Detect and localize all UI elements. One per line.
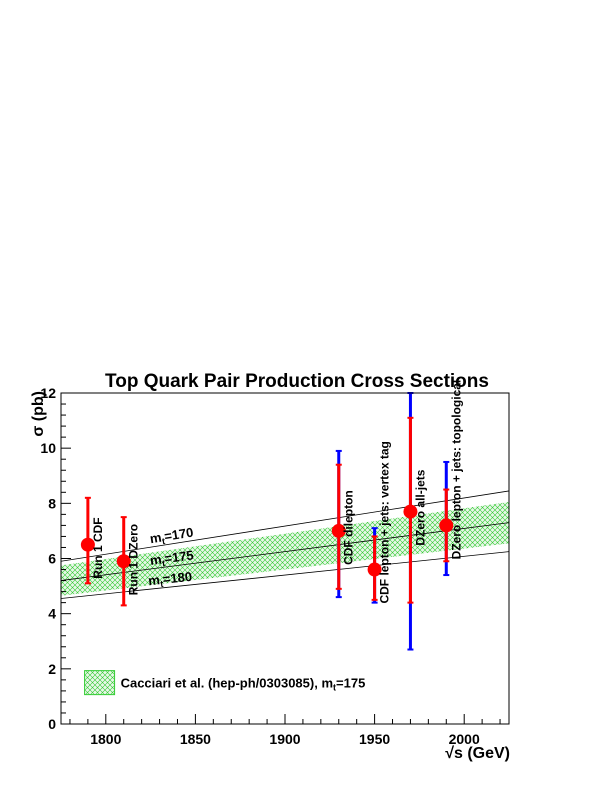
y-tick-label: 4 [48, 606, 56, 622]
y-tick-label: 8 [48, 495, 56, 511]
theory-line-label-2: mt=180 [148, 569, 193, 590]
point-label-2: CDF dilepton [342, 490, 356, 565]
x-tick-label: 2000 [449, 731, 480, 747]
y-tick-label: 12 [40, 385, 56, 401]
data-point-0 [80, 537, 95, 552]
chart-title: Top Quark Pair Production Cross Sections [105, 371, 489, 392]
theory-line-label-0: mt=170 [149, 525, 195, 549]
legend-entry: Cacciari et al. (hep-ph/0303085), mt=175 [121, 676, 366, 693]
data-point-3 [367, 562, 382, 577]
y-tick-label: 0 [48, 716, 56, 732]
y-tick-label: 2 [48, 661, 56, 677]
data-point-4 [403, 504, 418, 519]
x-axis-label: √s (GeV) [445, 745, 510, 762]
data-point-5 [439, 518, 454, 533]
data-point-1 [116, 554, 131, 569]
theory-line-0 [61, 490, 509, 562]
point-label-5: DZero lepton + jets: topological [449, 380, 463, 560]
data-point-2 [331, 523, 346, 538]
y-tick-label: 10 [40, 440, 56, 456]
y-tick-label: 6 [48, 551, 56, 567]
point-label-3: CDF lepton + jets: vertex tag [378, 441, 392, 603]
theory-line-label-1: mt=175 [149, 547, 195, 569]
theory-line-2 [61, 551, 509, 599]
x-tick-label: 1900 [269, 731, 300, 747]
x-tick-label: 1850 [180, 731, 211, 747]
legend-swatch [84, 670, 116, 696]
point-label-4: DZero all-jets [413, 469, 427, 545]
point-label-1: Run 1 DZero [127, 524, 141, 595]
theory-line-1 [61, 522, 509, 581]
plot-content [61, 490, 509, 599]
point-label-0: Run 1 CDF [91, 517, 105, 578]
x-tick-label: 1800 [90, 731, 121, 747]
y-axis-label: σ (pb) [30, 391, 47, 437]
theory-band [61, 501, 509, 596]
x-tick-label: 1950 [359, 731, 390, 747]
